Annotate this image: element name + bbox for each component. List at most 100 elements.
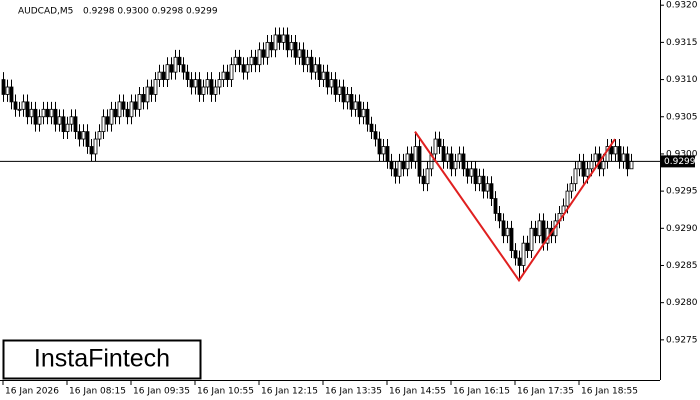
candle-body bbox=[349, 94, 354, 110]
y-tick-label: 0.9285 bbox=[666, 261, 698, 271]
y-tick-label: 0.9290 bbox=[666, 224, 698, 234]
x-tick-label: 16 Jan 17:35 bbox=[517, 387, 574, 397]
candle-body bbox=[141, 94, 146, 103]
candle-body bbox=[57, 116, 62, 125]
x-tick-label: 16 Jan 13:35 bbox=[325, 387, 382, 397]
candle-body bbox=[609, 146, 614, 155]
candle-body bbox=[441, 146, 446, 162]
candle-body bbox=[389, 160, 394, 170]
candle-body bbox=[509, 227, 514, 252]
candle-body bbox=[365, 108, 370, 125]
candle-body bbox=[333, 79, 338, 95]
candle-body bbox=[213, 86, 218, 95]
candle-body bbox=[453, 160, 458, 170]
x-tick-label: 16 Jan 16:15 bbox=[453, 387, 510, 397]
candle-body bbox=[481, 175, 486, 192]
candle-body bbox=[569, 183, 574, 192]
header-ohlc: 0.9298 0.9300 0.9298 0.9299 bbox=[83, 7, 218, 17]
candle-body bbox=[41, 108, 46, 118]
candle-body bbox=[469, 168, 474, 177]
candle-body bbox=[29, 108, 34, 118]
y-tick-label: 0.9300 bbox=[666, 149, 698, 159]
candle-body bbox=[385, 146, 390, 162]
candle-body bbox=[581, 160, 586, 177]
candle-body bbox=[273, 34, 278, 51]
x-tick-label: 16 Jan 18:55 bbox=[581, 387, 638, 397]
y-tick-label: 0.9320 bbox=[666, 1, 698, 11]
candle-body bbox=[285, 34, 290, 51]
candle-body bbox=[501, 220, 506, 237]
candle-body bbox=[541, 220, 546, 244]
candle-body bbox=[281, 34, 286, 43]
candle-body bbox=[277, 34, 282, 43]
candle-body bbox=[421, 175, 426, 185]
x-tick-label: 16 Jan 09:35 bbox=[133, 387, 190, 397]
candle-body bbox=[9, 86, 14, 103]
candle-body bbox=[601, 160, 606, 170]
y-tick-label: 0.9305 bbox=[666, 112, 698, 122]
candle-body bbox=[201, 86, 206, 95]
candle-body bbox=[197, 79, 202, 95]
candle-body bbox=[133, 101, 138, 110]
candle-body bbox=[565, 190, 570, 207]
candle-body bbox=[341, 86, 346, 103]
candle-body bbox=[493, 198, 498, 214]
candle-body bbox=[381, 146, 386, 155]
candle-body bbox=[321, 71, 326, 80]
candle-body bbox=[305, 56, 310, 66]
candle-body bbox=[373, 131, 378, 140]
candle-body bbox=[81, 131, 86, 140]
candle-body bbox=[205, 79, 210, 88]
candle-body bbox=[485, 183, 490, 192]
candle-body bbox=[257, 49, 262, 66]
candle-body bbox=[149, 86, 154, 95]
candle-body bbox=[93, 138, 98, 155]
candle-body bbox=[537, 220, 542, 237]
candle-body bbox=[101, 116, 106, 133]
candle-body bbox=[1, 79, 6, 95]
candle-body bbox=[337, 86, 342, 95]
candle-body bbox=[117, 101, 122, 118]
candle-body bbox=[353, 101, 358, 110]
candle-body bbox=[233, 56, 238, 66]
x-tick-label: 16 Jan 10:55 bbox=[197, 387, 254, 397]
x-tick-label: 16 Jan 14:55 bbox=[389, 387, 446, 397]
candle-body bbox=[193, 79, 198, 88]
candle-body bbox=[589, 160, 594, 170]
candle-body bbox=[181, 64, 186, 73]
candle-body bbox=[629, 160, 634, 170]
candle-body bbox=[297, 49, 302, 58]
candle-body bbox=[489, 183, 494, 199]
candle-body bbox=[185, 71, 190, 80]
candle-body bbox=[241, 64, 246, 73]
candle-body bbox=[157, 71, 162, 80]
candle-body bbox=[445, 153, 450, 162]
candle-body bbox=[209, 79, 214, 95]
candle-body bbox=[437, 138, 442, 147]
x-tick-label: 16 Jan 08:15 bbox=[69, 387, 126, 397]
logo: InstaFintech bbox=[34, 345, 170, 373]
candle-body bbox=[517, 257, 522, 266]
candle-body bbox=[613, 146, 618, 155]
candle-body bbox=[313, 64, 318, 73]
candle-body bbox=[617, 146, 622, 162]
candle-body bbox=[533, 227, 538, 237]
x-tick-label: 16 Jan 12:15 bbox=[261, 387, 318, 397]
candle-body bbox=[329, 79, 334, 88]
candle-body bbox=[425, 168, 430, 185]
candle-body bbox=[293, 41, 298, 58]
candle-body bbox=[433, 138, 438, 155]
candle-body bbox=[473, 168, 478, 185]
candle-body bbox=[77, 131, 82, 140]
candle-body bbox=[289, 41, 294, 51]
candle-body bbox=[69, 116, 74, 125]
candle-body bbox=[265, 41, 270, 58]
candle-body bbox=[409, 153, 414, 162]
candle-body bbox=[413, 146, 418, 162]
candle-body bbox=[621, 153, 626, 162]
candle-body bbox=[109, 108, 114, 125]
candle-body bbox=[361, 108, 366, 118]
candle-body bbox=[165, 64, 170, 80]
candle-body bbox=[393, 168, 398, 177]
candle-body bbox=[249, 56, 254, 66]
